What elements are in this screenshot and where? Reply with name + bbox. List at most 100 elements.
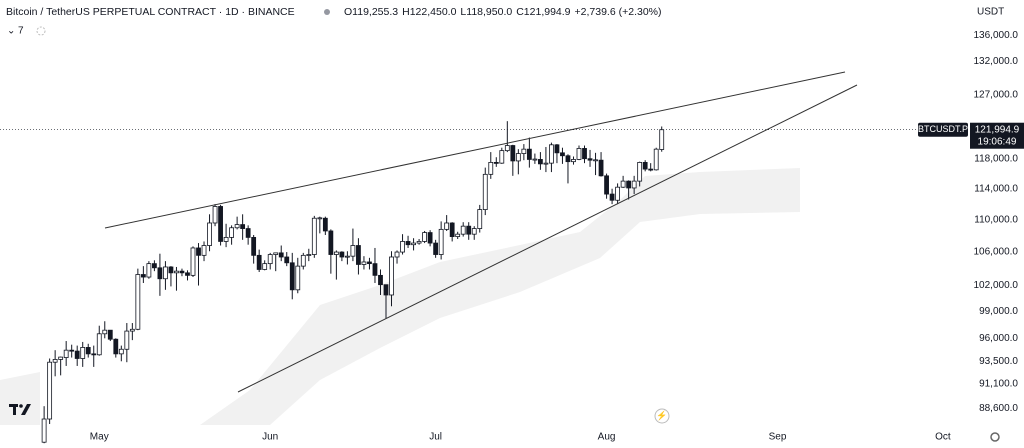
- trend-line-upper[interactable]: [104, 71, 846, 229]
- candle-body: [295, 265, 301, 291]
- candle-body: [140, 274, 146, 278]
- y-tick-label: 88,600.0: [979, 403, 1018, 414]
- candle-body: [477, 209, 483, 229]
- indicator-count[interactable]: 7: [18, 26, 24, 37]
- last-price-badge: [970, 122, 1024, 149]
- candle-body: [74, 350, 80, 359]
- candle-body: [372, 263, 378, 276]
- candle-body: [201, 245, 207, 256]
- cloud-area: [200, 168, 800, 425]
- ohlc-values: O119,255.3 H122,450.0 L118,950.0 C121,994.9…: [344, 6, 662, 18]
- y-tick-label: 106,000.0: [974, 247, 1019, 258]
- settings-icon[interactable]: [990, 432, 1000, 442]
- candle-body: [80, 347, 86, 359]
- candle-body: [615, 186, 620, 201]
- tradingview-logo: [9, 404, 31, 415]
- ohlc-value: 121,994.9: [524, 6, 571, 18]
- y-tick-label: 102,000.0: [974, 280, 1019, 291]
- candle-body: [604, 175, 609, 195]
- symbol-title[interactable]: Bitcoin / TetherUS PERPETUAL CONTRACT · …: [6, 6, 295, 18]
- candle-body: [135, 274, 141, 330]
- y-tick-label: 114,000.0: [974, 183, 1018, 194]
- candle-body: [648, 168, 654, 171]
- candle-body: [278, 252, 284, 258]
- candle-body: [389, 256, 394, 296]
- candle-body: [234, 224, 240, 229]
- symbol-badge-label: BTCUSDT.P: [918, 124, 968, 134]
- candle-body: [455, 233, 461, 237]
- candle-body: [146, 263, 152, 278]
- candle-body: [157, 267, 163, 280]
- candle-body: [284, 256, 290, 264]
- candle-body: [482, 173, 488, 210]
- currency-label[interactable]: USDT: [977, 7, 1004, 18]
- candle-body: [356, 245, 361, 265]
- candle-body: [466, 225, 472, 235]
- candle-body: [493, 161, 499, 164]
- candle-body: [427, 232, 433, 244]
- candle-body: [488, 161, 494, 175]
- symbol-badge: [918, 122, 968, 137]
- candle-body: [102, 329, 108, 335]
- alert-icon[interactable]: [654, 408, 670, 424]
- collapse-icon[interactable]: ⌄: [7, 26, 15, 37]
- candle-body: [653, 148, 659, 171]
- candle-body: [151, 263, 157, 269]
- ohlc-key: O: [344, 6, 352, 18]
- candle-body: [196, 247, 201, 256]
- candle-body: [620, 180, 626, 188]
- y-tick-label: 132,000.0: [974, 56, 1019, 67]
- cloud-area: [0, 372, 40, 425]
- trend-line-lower[interactable]: [237, 84, 858, 393]
- candle-body: [587, 158, 593, 161]
- candle-body: [521, 148, 527, 154]
- candle-body: [229, 227, 235, 238]
- candle-body: [626, 180, 632, 189]
- candle-body: [328, 230, 334, 255]
- candle-body: [96, 333, 102, 356]
- candle-body: [549, 144, 554, 164]
- candle-body: [41, 418, 47, 443]
- candle-body: [416, 241, 422, 244]
- candle-body: [300, 254, 306, 267]
- candle-body: [339, 251, 345, 258]
- candle-body: [52, 359, 58, 363]
- candle-body: [168, 266, 174, 274]
- candle-body: [526, 148, 532, 160]
- candle-body: [256, 254, 262, 270]
- ohlc-value: 119,255.3: [352, 6, 398, 18]
- price-change: +2,739.6 (+2.30%): [575, 6, 662, 18]
- candle-body: [190, 247, 196, 276]
- candle-body: [378, 274, 383, 286]
- candle-body: [515, 153, 521, 162]
- candle-body: [471, 228, 477, 235]
- candle-body: [499, 150, 505, 164]
- candle-body: [367, 261, 372, 265]
- candle-body: [411, 242, 416, 246]
- candle-body: [69, 349, 75, 352]
- candle-body: [262, 263, 268, 270]
- candle-body: [350, 245, 356, 257]
- x-tick-label: Jul: [429, 432, 442, 443]
- candle-body: [565, 155, 571, 163]
- y-tick-label: 96,000.0: [979, 333, 1018, 344]
- candle-body: [63, 349, 69, 358]
- candle-body: [91, 353, 97, 356]
- y-tick-label: 93,500.0: [979, 356, 1018, 367]
- candle-body: [267, 254, 273, 265]
- ohlc-key: H: [402, 6, 410, 18]
- candle-body: [543, 162, 549, 165]
- candle-body: [532, 158, 538, 161]
- status-dot: [324, 9, 330, 15]
- candle-body: [113, 338, 119, 355]
- candle-body: [129, 328, 135, 332]
- x-tick-label: Jun: [262, 432, 278, 443]
- y-tick-label: 99,000.0: [979, 306, 1018, 317]
- candle-body: [174, 270, 179, 274]
- y-tick-label: 136,000.0: [974, 30, 1019, 41]
- candle-body: [207, 222, 212, 246]
- last-price-label: 121,994.9: [975, 124, 1020, 135]
- candle-body: [609, 193, 615, 201]
- candle-body: [510, 145, 516, 162]
